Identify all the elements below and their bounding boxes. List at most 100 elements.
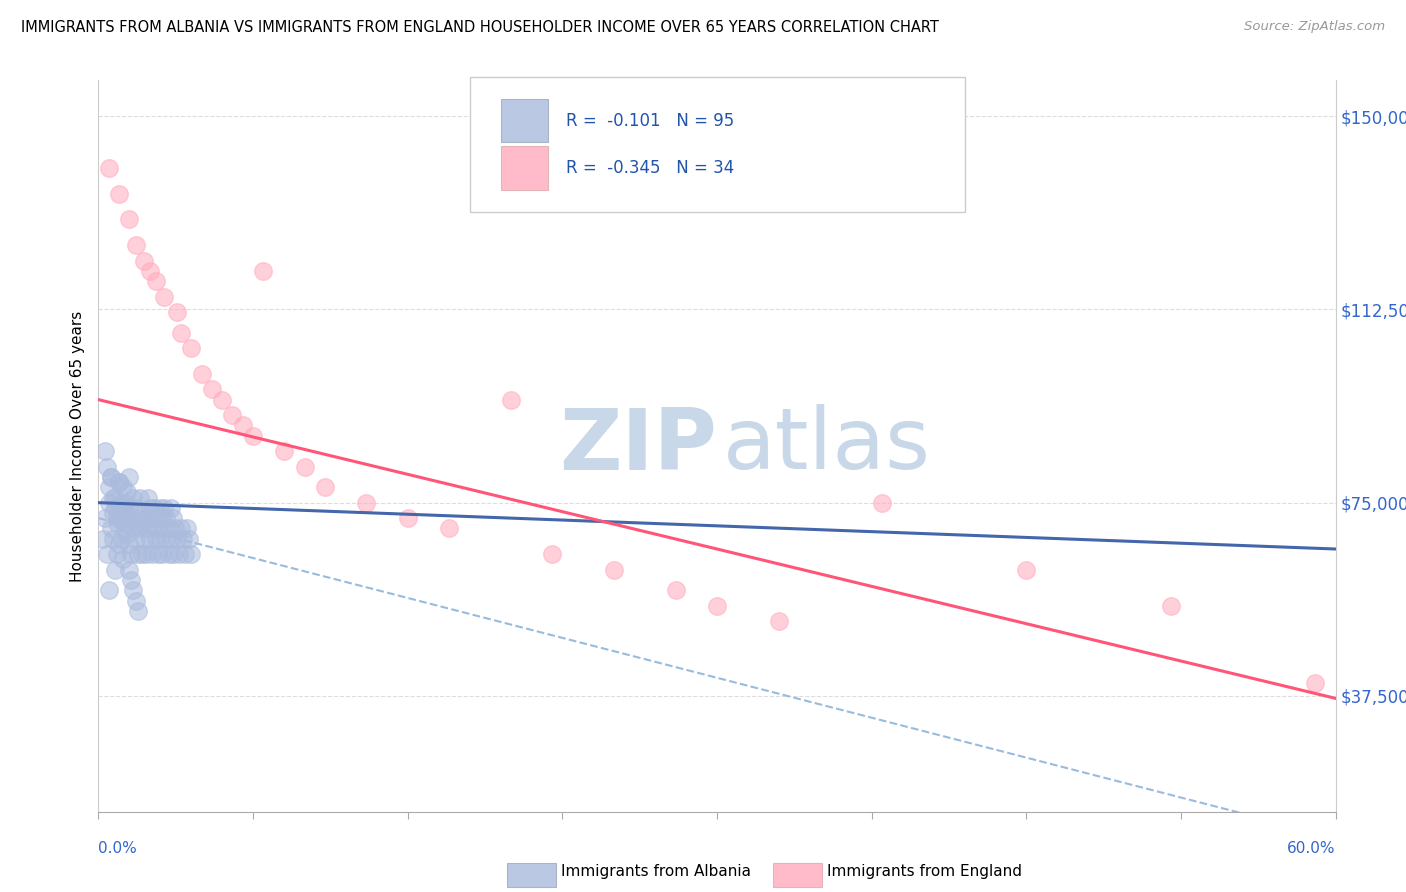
Point [143,500,166,515]
Point [166,305,188,319]
FancyBboxPatch shape [506,863,555,887]
Point [135,511,157,525]
Point [120,511,142,525]
Point [118,470,141,484]
Point [1160,599,1182,613]
Point [104,491,127,505]
Point [105,511,128,525]
Point [122,583,145,598]
Point [118,500,141,515]
Point [139,532,162,546]
Point [93,511,115,525]
Point [396,511,419,525]
Point [97,480,120,494]
Point [110,511,132,525]
Point [155,532,177,546]
Point [100,470,122,484]
Point [153,521,176,535]
Point [179,532,201,546]
Point [252,264,274,278]
Point [150,547,173,561]
Point [706,599,728,613]
Point [211,392,233,407]
Point [145,532,167,546]
Point [768,614,790,628]
Point [162,547,184,561]
Point [541,547,564,561]
Point [124,500,146,515]
Point [170,326,193,340]
Point [139,264,162,278]
Point [162,511,184,525]
Point [96,459,118,474]
Point [120,573,142,587]
Text: Immigrants from England: Immigrants from England [827,864,1022,880]
Point [114,516,136,531]
Point [870,496,893,510]
Point [118,537,141,551]
Point [112,552,135,566]
Point [122,521,145,535]
FancyBboxPatch shape [773,863,821,887]
Text: 60.0%: 60.0% [1288,841,1336,856]
Point [180,341,202,355]
FancyBboxPatch shape [470,77,965,212]
Point [108,186,131,201]
Point [110,496,132,510]
Point [153,500,176,515]
Point [91,532,114,546]
Point [120,547,142,561]
Text: R =  -0.345   N = 34: R = -0.345 N = 34 [567,159,734,177]
Point [132,253,155,268]
Point [96,547,118,561]
Point [157,521,180,535]
Point [294,459,316,474]
Point [101,532,124,546]
Text: IMMIGRANTS FROM ALBANIA VS IMMIGRANTS FROM ENGLAND HOUSEHOLDER INCOME OVER 65 YE: IMMIGRANTS FROM ALBANIA VS IMMIGRANTS FR… [21,20,939,35]
Point [117,506,139,520]
Point [124,532,146,546]
Point [139,500,162,515]
Point [166,532,188,546]
Point [104,563,127,577]
Point [108,475,131,489]
Point [603,563,626,577]
Point [136,521,159,535]
Point [180,547,202,561]
Point [112,506,135,520]
Point [141,511,163,525]
Point [153,290,176,304]
Point [242,428,264,442]
Point [149,532,172,546]
Point [97,583,120,598]
Point [132,506,155,520]
Text: ZIP: ZIP [560,404,717,488]
Point [108,500,131,515]
Point [150,511,173,525]
Point [97,161,120,175]
Point [117,485,139,500]
Point [356,496,378,510]
Point [665,583,688,598]
Point [124,238,146,252]
Point [170,521,193,535]
Point [117,526,139,541]
Point [273,444,295,458]
Text: Immigrants from Albania: Immigrants from Albania [561,864,751,880]
Point [145,511,167,525]
Point [149,500,172,515]
Point [105,547,128,561]
Point [100,521,122,535]
Point [122,491,145,505]
Point [1015,563,1038,577]
Point [1303,676,1326,690]
Point [135,547,157,561]
Point [108,475,131,489]
Point [127,547,149,561]
Point [159,500,181,515]
Point [101,491,124,505]
Point [100,470,122,484]
Point [190,367,212,381]
Point [108,537,131,551]
Point [172,532,194,546]
